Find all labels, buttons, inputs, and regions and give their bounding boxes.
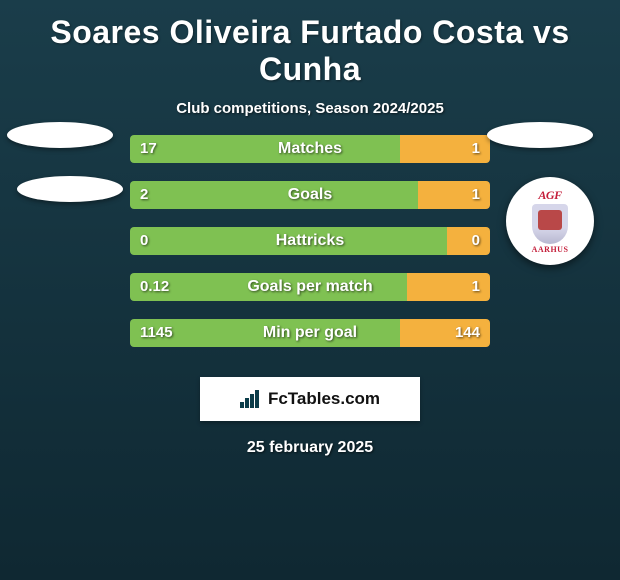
bar-chart-icon	[240, 390, 262, 408]
stat-bar: 21Goals	[130, 181, 490, 209]
stat-label: Matches	[130, 135, 490, 163]
stat-label: Hattricks	[130, 227, 490, 255]
club-badge-inner: AGF AARHUS	[519, 186, 581, 256]
stat-bar: 1145144Min per goal	[130, 319, 490, 347]
site-logo: FcTables.com	[200, 377, 420, 421]
club-badge-bottom-text: AARHUS	[532, 245, 569, 254]
stat-label: Min per goal	[130, 319, 490, 347]
stat-label: Goals	[130, 181, 490, 209]
stat-bar: 171Matches	[130, 135, 490, 163]
page-date: 25 february 2025	[0, 421, 620, 475]
stat-row: 0.121Goals per match	[0, 273, 620, 319]
club-badge-top-text: AGF	[538, 188, 561, 203]
player-marker	[17, 176, 123, 202]
stat-label: Goals per match	[130, 273, 490, 301]
shield-icon	[532, 204, 568, 244]
club-badge: AGF AARHUS	[506, 177, 594, 265]
player-marker	[7, 122, 113, 148]
logo-text: FcTables.com	[268, 389, 380, 409]
player-marker	[487, 122, 593, 148]
stat-bar: 0.121Goals per match	[130, 273, 490, 301]
page-title: Soares Oliveira Furtado Costa vs Cunha	[0, 0, 620, 94]
stat-row: 1145144Min per goal	[0, 319, 620, 365]
stat-bar: 00Hattricks	[130, 227, 490, 255]
